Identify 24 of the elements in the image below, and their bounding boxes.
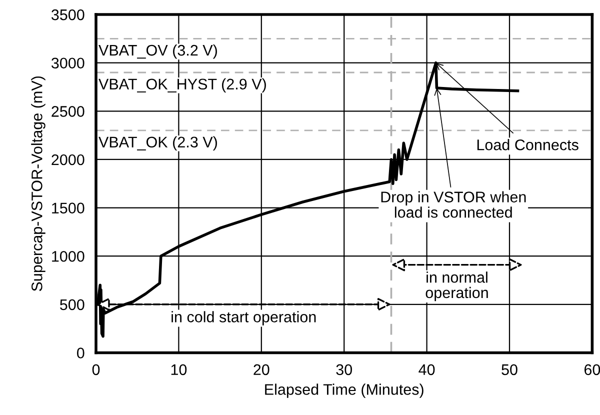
ref-line-label: VBAT_OK (2.3 V) (98, 136, 217, 151)
ref-line-label: VBAT_OV (3.2 V) (98, 44, 217, 59)
y-tick-label: 1500 (52, 202, 84, 214)
y-tick-label: 1000 (52, 250, 84, 262)
x-tick-label: 20 (254, 364, 270, 376)
y-tick-label: 2000 (52, 154, 84, 166)
x-tick-label: 0 (92, 364, 100, 376)
y-tick-label: 3500 (51, 9, 84, 20)
y-tick-label: 3000 (51, 58, 84, 69)
annotation: in cold start operation (172, 311, 316, 326)
x-tick-label: 60 (584, 364, 600, 376)
y-tick-label: 2500 (52, 106, 84, 117)
x-axis-title: Elapsed Time (Minutes) (265, 384, 424, 398)
x-tick-label: 40 (418, 364, 435, 376)
y-tick-label: 500 (60, 299, 84, 310)
x-tick-label: 50 (502, 364, 518, 376)
annotation: Load Connects (477, 139, 578, 150)
annotation: Drop in VSTOR when load is connected (381, 191, 526, 218)
y-axis-title: Supercap-VSTOR-Voltage (mV) (31, 76, 46, 292)
y-tick-label: 0 (76, 348, 84, 358)
x-tick-label: 30 (336, 364, 352, 376)
annotation: in normal operation (426, 272, 488, 302)
ref-line-label: VBAT_OK_HYST (2.9 V) (98, 78, 266, 93)
x-tick-label: 10 (171, 364, 187, 376)
